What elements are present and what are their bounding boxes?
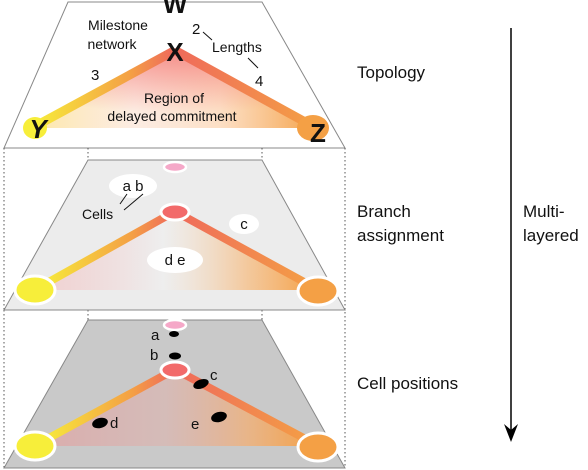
branch-node-w — [162, 160, 188, 174]
length-2: 2 — [192, 21, 200, 38]
cell-group-de — [147, 247, 203, 273]
cell-d-dot — [92, 417, 108, 429]
branch-edge-z — [174, 209, 319, 292]
branch-title-line1: Branch — [357, 202, 411, 221]
cell-c-label: c — [210, 367, 218, 384]
cell-positions-layer: a b c d e — [3, 318, 346, 469]
branch-node-z — [296, 275, 340, 307]
branch-title-line2: assignment — [357, 226, 444, 245]
cell-d-label: d — [110, 415, 118, 432]
cell-a-label: a — [151, 327, 160, 344]
cell-positions-title: Cell positions — [357, 374, 458, 393]
cell-group-ab-label: a b — [123, 178, 144, 195]
node-z-label: Z — [310, 118, 326, 148]
lengths-label: Lengths — [212, 39, 262, 55]
cells-label: Cells — [82, 206, 113, 222]
length-pointer — [202, 31, 213, 41]
multilayered-line1: Multi- — [523, 202, 565, 221]
length-4: 4 — [255, 73, 263, 90]
node-y-blob — [23, 117, 47, 139]
branch-edge-y — [34, 209, 176, 292]
positions-node-z — [296, 431, 340, 463]
multilayered-line2: layered — [523, 226, 579, 245]
branch-node-y — [13, 274, 57, 306]
topology-title: Topology — [357, 63, 426, 82]
length-pointer-4 — [247, 57, 259, 69]
cell-c-dot — [193, 378, 209, 390]
edge-x-z — [173, 47, 321, 133]
layer-connectors — [3, 148, 346, 468]
positions-node-x — [159, 360, 191, 380]
positions-edge-y — [34, 367, 176, 448]
positions-node-w — [162, 318, 188, 332]
edge-x-y — [27, 47, 177, 133]
cell-group-de-label: d e — [165, 252, 186, 269]
length-3: 3 — [91, 67, 99, 84]
cell-b-dot — [169, 352, 181, 360]
cell-e-label: e — [191, 416, 199, 433]
branch-assignment-layer: a b c d e Cells — [3, 159, 346, 311]
cell-e-dot — [211, 411, 227, 423]
node-y-label: Y — [29, 114, 49, 144]
node-w-label: W — [163, 0, 188, 19]
cells-pointer-b — [123, 193, 144, 211]
node-x-label: X — [166, 37, 184, 67]
branch-node-x — [159, 202, 191, 222]
cells-pointer-a — [119, 193, 128, 205]
milestone-label: Milestone — [88, 17, 148, 33]
region-label-line1: Region of — [144, 90, 204, 106]
down-arrow — [504, 28, 518, 442]
topology-layer: W X Y Z Milestone network 2 Lengths 4 3 … — [3, 0, 346, 149]
region-label-line2: delayed commitment — [107, 108, 236, 124]
cell-b-label: b — [150, 347, 158, 364]
cell-group-c-label: c — [240, 216, 248, 233]
positions-region — [38, 370, 318, 446]
positions-node-y — [13, 430, 57, 462]
cell-a-dot — [169, 331, 179, 337]
cell-group-ab — [109, 174, 157, 198]
node-z-blob — [297, 115, 329, 141]
cell-group-c — [229, 214, 259, 234]
network-label: network — [87, 36, 137, 52]
